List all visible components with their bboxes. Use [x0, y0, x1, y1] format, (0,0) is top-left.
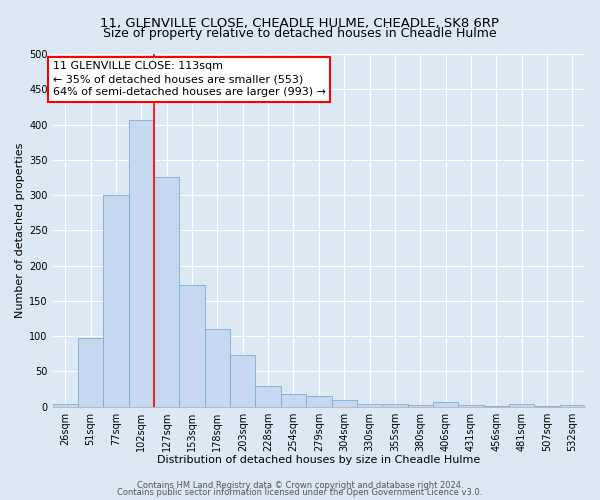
Bar: [256, 386, 281, 406]
Bar: [78, 338, 103, 406]
Bar: [332, 400, 357, 406]
Bar: [433, 402, 458, 406]
Text: 11 GLENVILLE CLOSE: 113sqm
← 35% of detached houses are smaller (553)
64% of sem: 11 GLENVILLE CLOSE: 113sqm ← 35% of deta…: [53, 61, 326, 98]
Bar: [382, 404, 407, 406]
Bar: [205, 329, 230, 406]
Bar: [281, 394, 306, 406]
Text: 11, GLENVILLE CLOSE, CHEADLE HULME, CHEADLE, SK8 6RP: 11, GLENVILLE CLOSE, CHEADLE HULME, CHEA…: [101, 18, 499, 30]
Bar: [154, 178, 179, 406]
Bar: [129, 120, 154, 406]
Bar: [306, 396, 332, 406]
Bar: [230, 355, 256, 406]
Text: Contains public sector information licensed under the Open Government Licence v3: Contains public sector information licen…: [118, 488, 482, 497]
Bar: [103, 195, 129, 406]
Bar: [458, 405, 484, 406]
Bar: [53, 404, 78, 406]
Text: Contains HM Land Registry data © Crown copyright and database right 2024.: Contains HM Land Registry data © Crown c…: [137, 480, 463, 490]
Y-axis label: Number of detached properties: Number of detached properties: [15, 142, 25, 318]
Bar: [407, 405, 433, 406]
Bar: [357, 404, 382, 406]
Bar: [560, 405, 585, 406]
Bar: [509, 404, 535, 406]
Bar: [179, 284, 205, 406]
X-axis label: Distribution of detached houses by size in Cheadle Hulme: Distribution of detached houses by size …: [157, 455, 481, 465]
Text: Size of property relative to detached houses in Cheadle Hulme: Size of property relative to detached ho…: [103, 28, 497, 40]
